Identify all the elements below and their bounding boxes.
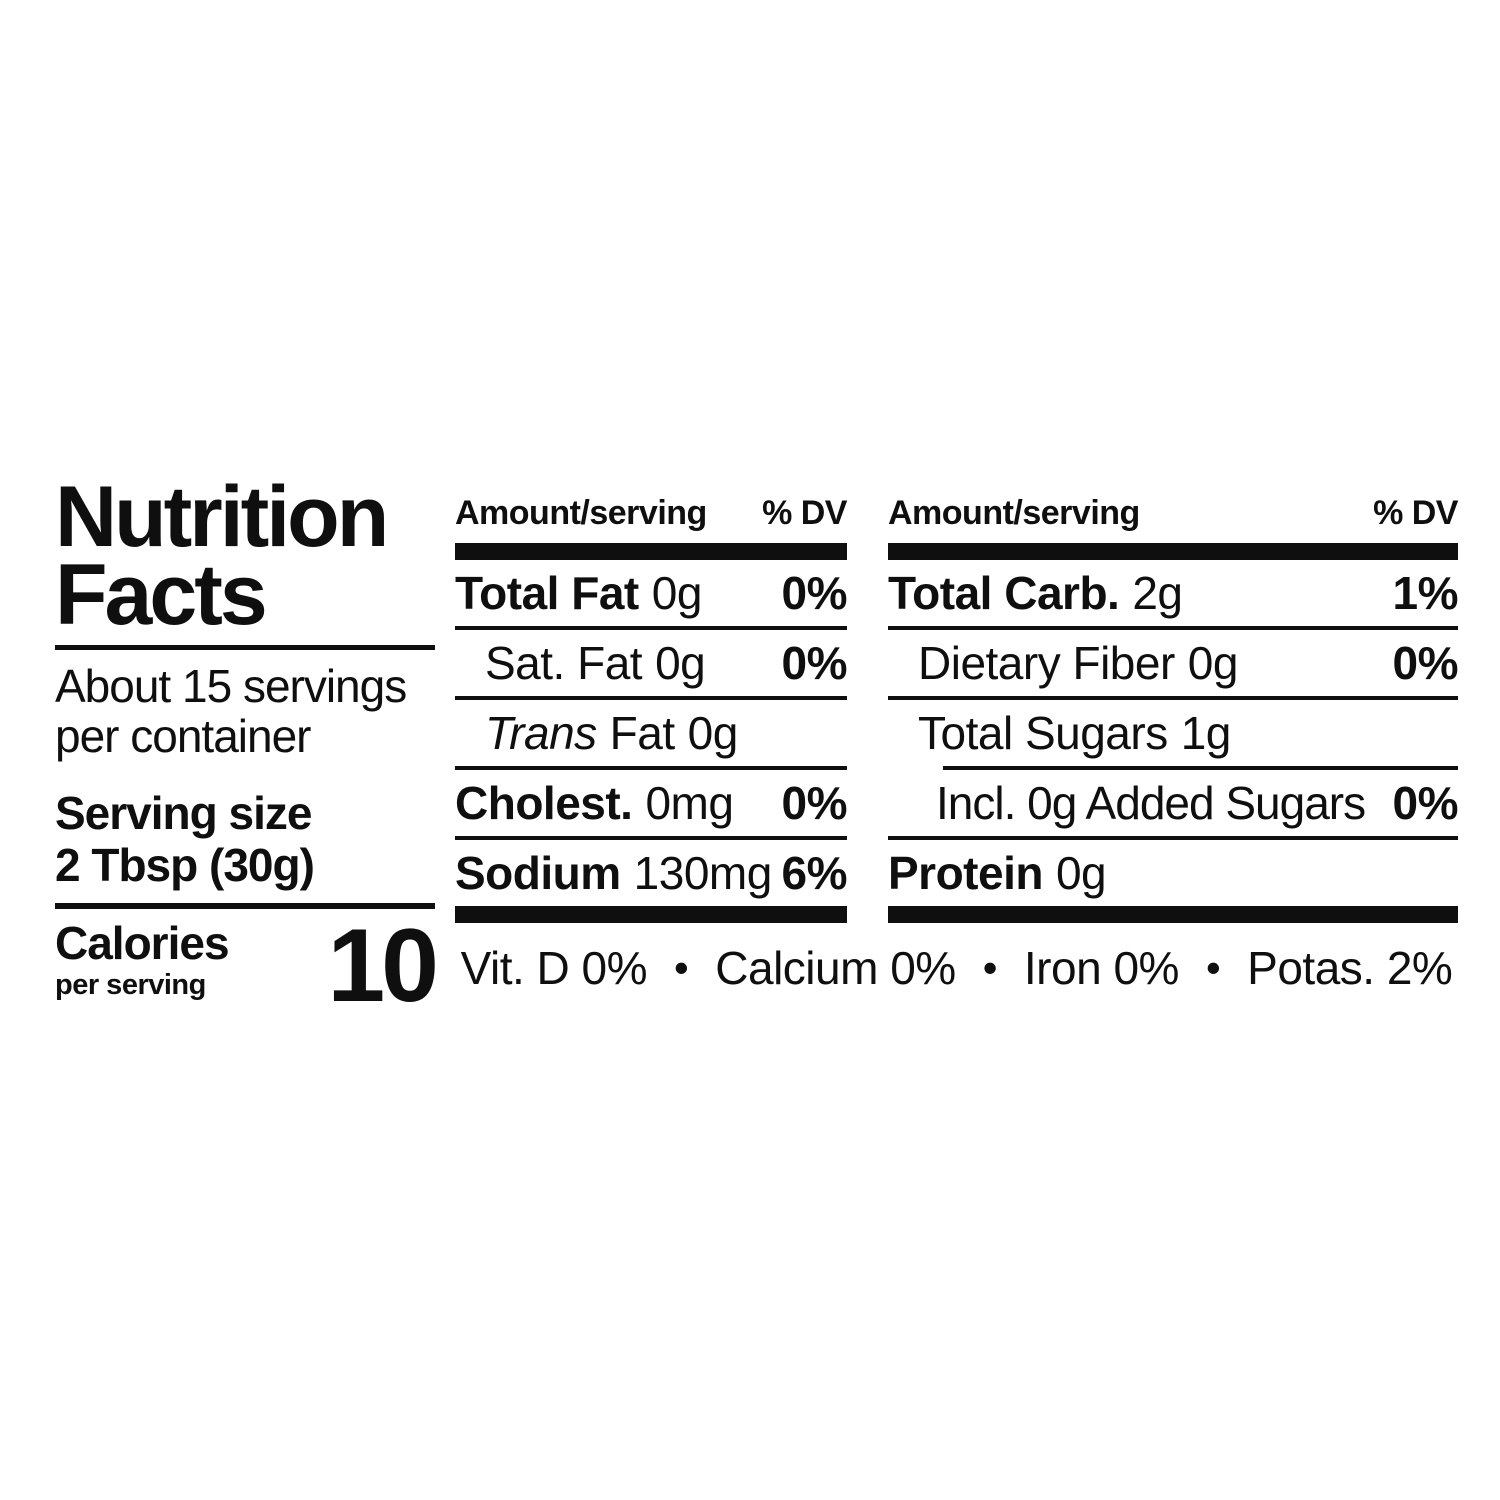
servings-line1: About 15 servings [55,660,407,712]
thick-bar-bottom [888,906,1458,923]
divider [455,626,847,630]
column-header: Amount/serving % DV [888,480,1458,543]
calories-value: 10 [327,908,439,1024]
calories-row: Calories per serving 10 [55,908,439,1024]
nutrient-name: Incl. 0g Added Sugars [936,777,1366,829]
divider [888,696,1458,700]
micro-potassium: Potas. 2% [1247,942,1453,994]
nutrient-row-protein: Protein 0g [888,840,1458,906]
serving-size-label: Serving size [55,787,312,839]
divider [888,626,1458,630]
servings-line2: per container [55,710,312,762]
header-amount-serving: Amount/serving [888,494,1140,532]
bullet-separator: • [982,944,998,991]
label-title: Nutrition Facts [55,469,435,643]
bullet-separator: • [1205,944,1221,991]
nutrient-dv: 0% [781,777,848,829]
nutrient-name: Dietary Fiber 0g [918,637,1238,689]
calories-label-block: Calories per serving [55,917,230,1001]
nutrient-name: Total Fat 0g [455,567,702,619]
micro-iron: Iron 0% [1023,942,1180,994]
thick-bar-top [455,543,847,560]
divider-above-calories [55,903,435,909]
label-title-line1: Nutrition [55,469,389,565]
micro-calcium: Calcium 0% [715,942,956,994]
nutrient-dv: 1% [1392,567,1459,619]
nutrient-row-total-fat: Total Fat 0g 0% [455,560,848,626]
divider-indented [943,766,1458,770]
header-percent-dv: % DV [762,494,847,532]
micro-vitamin-d: Vit. D 0% [460,942,648,994]
label-title-line2: Facts [55,547,268,643]
nutrient-row-total-carb: Total Carb. 2g 1% [888,560,1459,626]
bullet-separator: • [674,944,689,991]
nutrient-name: Sat. Fat 0g [485,637,706,689]
nutrient-row-cholesterol: Cholest. 0mg 0% [455,770,848,836]
nutrient-row-sodium: Sodium 130mg 6% [455,840,848,906]
nutrient-dv: 6% [781,847,848,899]
nutrient-name: Protein 0g [888,847,1107,899]
nutrient-name: Trans Fat 0g [485,707,738,759]
column-header: Amount/serving % DV [455,480,847,543]
nutrient-dv: 0% [781,637,848,689]
nutrient-dv: 0% [1392,777,1459,829]
calories-label: Calories [55,917,230,969]
nutrient-row-dietary-fiber: Dietary Fiber 0g 0% [888,630,1459,696]
serving-size-value: 2 Tbsp (30g) [55,839,315,891]
nutrient-name: Cholest. 0mg [455,777,734,829]
label-left-panel: Nutrition Facts About 15 servings per co… [55,469,439,1024]
divider [455,766,847,770]
divider [455,836,847,840]
nutrient-row-added-sugars: Incl. 0g Added Sugars 0% [888,770,1459,836]
nutrient-column-fat-sodium: Amount/serving % DV Total Fat 0g 0% Sat. … [455,480,848,923]
nutrient-row-total-sugars: Total Sugars 1g [888,700,1458,766]
micronutrients-line: Vit. D 0% • Calcium 0% • Iron 0% • Potas… [455,942,1458,994]
nutrient-dv: 0% [1392,637,1459,689]
serving-size: Serving size 2 Tbsp (30g) [55,787,435,891]
divider-under-title [55,645,435,650]
nutrient-name: Total Sugars 1g [918,707,1231,759]
servings-per-container: About 15 servings per container [55,661,435,761]
divider [888,836,1458,840]
nutrient-dv: 0% [781,567,848,619]
nutrient-name: Sodium 130mg [455,847,772,899]
thick-bar-top [888,543,1458,560]
header-percent-dv: % DV [1373,494,1458,532]
header-amount-serving: Amount/serving [455,494,707,532]
divider [455,696,847,700]
nutrient-column-carb-protein: Amount/serving % DV Total Carb. 2g 1% Die… [888,480,1459,923]
nutrient-name: Total Carb. 2g [888,567,1183,619]
calories-sub-label: per serving [55,969,206,1001]
nutrient-row-sat-fat: Sat. Fat 0g 0% [455,630,848,696]
nutrient-row-trans-fat: Trans Fat 0g [455,700,847,766]
thick-bar-bottom [455,906,847,923]
